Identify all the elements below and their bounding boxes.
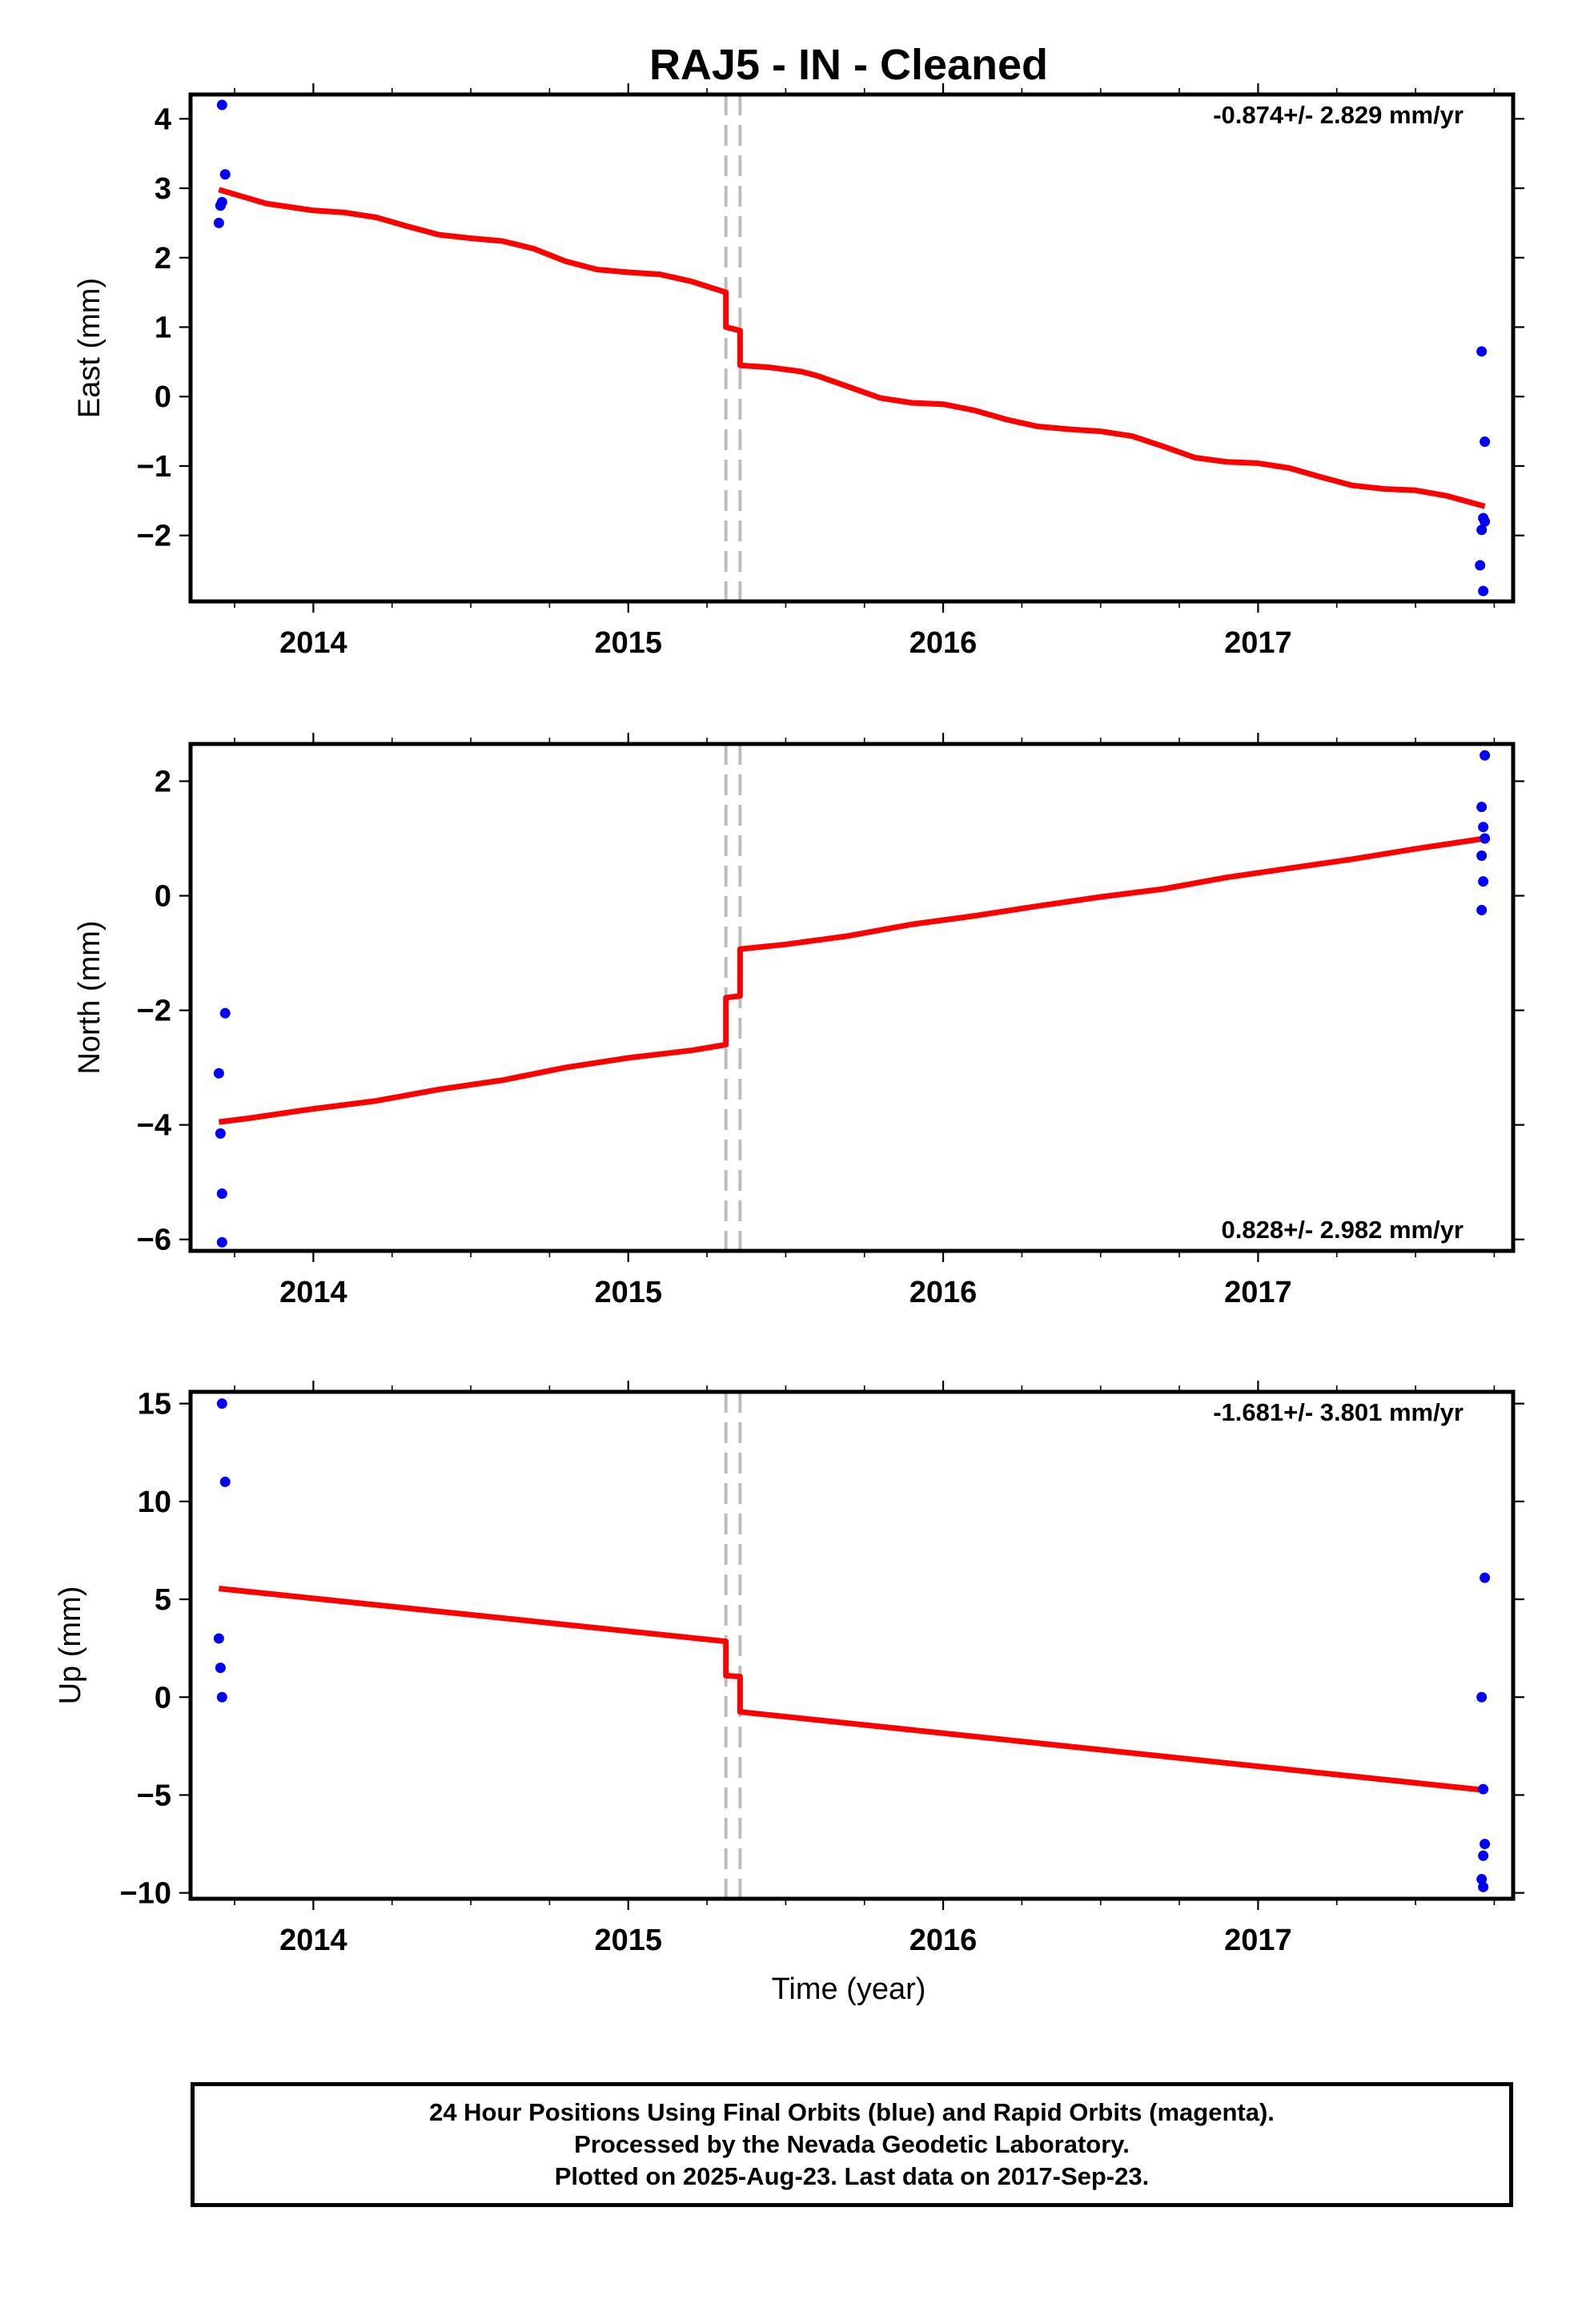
north-xtick-label: 2017 <box>1224 1276 1292 1309</box>
east-data-point <box>1476 346 1488 357</box>
up-ytick-label: −5 <box>137 1779 171 1812</box>
north-data-point <box>1478 876 1489 887</box>
east-ytick-label: 4 <box>155 103 171 136</box>
east-rate-label: -0.874+/- 2.829 mm/yr <box>1213 101 1464 129</box>
footer-line-2: Processed by the Nevada Geodetic Laborat… <box>574 2130 1130 2158</box>
north-rate-label: 0.828+/- 2.982 mm/yr <box>1222 1216 1464 1244</box>
up-xtick-label: 2015 <box>594 1924 662 1957</box>
up-data-point <box>219 1476 231 1487</box>
panel-east: −2 −1 0 1 2 3 4 2014 2015 2016 2017 East (mm) -0.874… <box>73 83 1524 660</box>
up-data-point <box>213 1633 224 1644</box>
east-ytick-label: 2 <box>155 242 171 275</box>
up-xtick-label: 2014 <box>279 1924 347 1957</box>
north-data-point <box>1480 750 1491 761</box>
east-xtick-label: 2014 <box>279 626 347 660</box>
panel-up: −10 −5 0 5 10 15 2014 2015 2016 2017 Up (mm) -1.681… <box>54 1381 1524 1957</box>
east-ytick-label: −2 <box>137 520 171 553</box>
north-data-point <box>1478 822 1489 833</box>
x-axis-label: Time (year) <box>772 1972 926 2006</box>
north-data-point <box>215 1128 226 1139</box>
up-data-point <box>1478 1783 1489 1795</box>
east-ytick-label: 0 <box>155 380 171 414</box>
up-data-point <box>1478 1881 1489 1892</box>
up-data-point <box>216 1691 227 1703</box>
east-xtick-label: 2017 <box>1224 626 1292 660</box>
up-fit-line <box>219 1586 1485 1793</box>
east-y-axis-label: East (mm) <box>73 278 106 418</box>
up-data-point <box>1480 1839 1491 1850</box>
up-data-point <box>215 1663 226 1674</box>
up-xtick-label: 2017 <box>1224 1924 1292 1957</box>
north-fit-line <box>218 835 1486 1125</box>
north-y-axis-label: North (mm) <box>73 920 106 1074</box>
up-frame <box>188 1389 1516 1901</box>
panel-north: −6 −4 −2 0 2 2014 2015 2016 2017 North (mm) 0.828+… <box>73 733 1524 1309</box>
north-xtick-label: 2014 <box>279 1276 347 1309</box>
north-data-point <box>213 1068 224 1079</box>
north-data-point <box>1476 802 1488 813</box>
east-data-point <box>1476 525 1488 536</box>
east-data-point <box>216 99 227 111</box>
footer-line-1: 24 Hour Positions Using Final Orbits (bl… <box>429 2098 1275 2126</box>
east-frame <box>188 92 1516 604</box>
north-frame <box>188 742 1516 1253</box>
east-data-point <box>215 200 226 211</box>
east-data-point <box>1478 585 1489 597</box>
up-rate-label: -1.681+/- 3.801 mm/yr <box>1213 1398 1464 1426</box>
east-data-point <box>1480 436 1491 448</box>
footer-box: 24 Hour Positions Using Final Orbits (bl… <box>191 2082 1513 2207</box>
chart-title: RAJ5 - IN - Cleaned <box>649 41 1048 89</box>
north-data-point <box>216 1236 227 1248</box>
north-ytick-label: 2 <box>155 765 171 798</box>
east-xtick-label: 2016 <box>909 626 978 660</box>
up-ytick-label: 15 <box>138 1388 171 1421</box>
north-data-point <box>1476 904 1488 915</box>
east-data-point <box>1475 560 1486 571</box>
up-data-point <box>1476 1874 1488 1885</box>
up-ytick-label: −10 <box>120 1877 171 1911</box>
north-xtick-label: 2015 <box>594 1276 662 1309</box>
east-xtick-label: 2015 <box>594 626 662 660</box>
up-data-point <box>1480 1572 1491 1583</box>
east-fit-line <box>218 187 1486 509</box>
footer-line-3: Plotted on 2025-Aug-23. Last data on 201… <box>554 2162 1150 2190</box>
north-data-point <box>1480 833 1491 844</box>
up-y-axis-label: Up (mm) <box>54 1586 87 1705</box>
east-ytick-label: 3 <box>155 172 171 206</box>
east-ytick-label: −1 <box>137 450 171 484</box>
up-ytick-label: 10 <box>138 1486 171 1519</box>
up-ytick-label: 5 <box>155 1583 171 1617</box>
north-ytick-label: 0 <box>155 880 171 914</box>
north-xtick-label: 2016 <box>909 1276 978 1309</box>
east-data-point <box>1480 516 1491 527</box>
north-data-point <box>216 1188 227 1199</box>
up-data-point <box>216 1398 227 1409</box>
north-ytick-label: −6 <box>137 1224 171 1257</box>
up-data-point <box>1476 1691 1488 1703</box>
up-xtick-label: 2016 <box>909 1924 978 1957</box>
up-ytick-label: 0 <box>155 1681 171 1715</box>
east-data-point <box>213 217 224 228</box>
north-data-point <box>1476 850 1488 861</box>
north-data-point <box>219 1007 231 1019</box>
east-data-point <box>219 169 231 180</box>
north-ytick-label: −2 <box>137 995 171 1028</box>
east-ytick-label: 1 <box>155 311 171 344</box>
north-ytick-label: −4 <box>137 1109 171 1143</box>
up-data-point <box>1478 1850 1489 1861</box>
